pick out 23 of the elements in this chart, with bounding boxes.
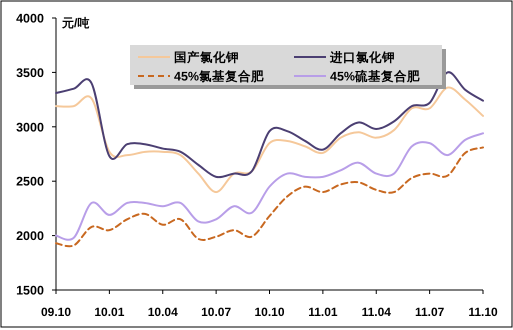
y-tick-label: 2500 [16,174,44,189]
x-tick-label: 10.07 [201,305,232,319]
x-tick-label: 10.10 [254,305,285,319]
line-series [55,86,484,194]
y-tick-label: 2000 [16,229,44,244]
line-series [55,146,484,248]
x-tick-label: 11.04 [362,305,392,319]
x-tick-label: 10.04 [148,305,178,319]
legend-label: 进口氯化钾 [329,50,395,64]
y-tick-label: 3500 [16,66,44,80]
line-series [55,71,484,178]
x-tick-label: 10.01 [94,305,125,319]
x-tick-label: 11.10 [468,305,498,319]
legend-label: 国产氯化钾 [174,50,239,64]
y-tick-label: 3000 [16,120,44,134]
legend-label: 45%硫基复合肥 [330,68,422,84]
legend-label: 45%氯基复合肥 [174,68,266,84]
y-tick-label: 1500 [16,284,44,298]
x-tick-label: 11.07 [414,305,445,319]
y-axis-title: 元/吨 [61,16,90,30]
y-tick-label: 4000 [16,12,44,26]
x-tick-label: 09.10 [40,305,72,319]
x-tick-label: 11.01 [308,305,338,319]
